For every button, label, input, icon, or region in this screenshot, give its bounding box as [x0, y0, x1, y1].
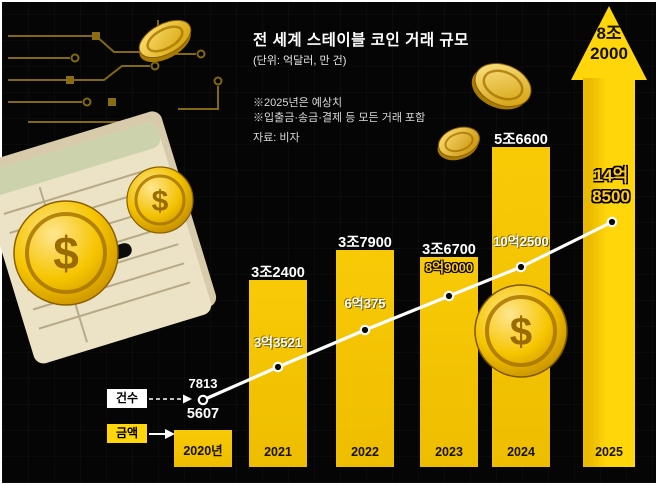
x-tick-2020: 2020년 — [183, 444, 223, 458]
amount-arrow-icon — [165, 429, 175, 439]
line-point-2025 — [606, 216, 618, 228]
count-value-2025: 14억 8500 — [592, 166, 630, 206]
count-value-2024: 10억2500 — [493, 234, 549, 249]
amount-value-2025: 8조 2000 — [590, 24, 628, 63]
dollar-glyph: $ — [510, 310, 532, 354]
x-tick-2023: 2023 — [435, 445, 463, 459]
line-point-2022 — [359, 324, 371, 336]
amount-value-2023: 3조6700 — [422, 242, 476, 258]
gold-dollar-coin-icon: $ — [126, 166, 194, 234]
count-value-2023: 8억9000 — [424, 260, 474, 275]
count-value-2020: 7813 — [188, 376, 218, 391]
unit-note: (단위: 억달러, 만 건) — [253, 55, 347, 67]
dollar-glyph: $ — [152, 185, 169, 218]
amount-value-2022: 3조7900 — [338, 235, 392, 251]
tilted-coin-icon — [471, 63, 532, 110]
amount-value-2020: 5607 — [186, 406, 220, 422]
bar-2025-arrowhead — [571, 6, 647, 80]
amount-value-2024: 5조6600 — [494, 132, 548, 148]
tilted-coin-icon — [437, 126, 480, 161]
count-value-2022: 6억375 — [344, 296, 386, 311]
line-point-2021 — [272, 361, 284, 373]
tilted-coin-icon — [138, 19, 192, 63]
legend-amount: 금액 — [107, 424, 147, 443]
line-point-2020 — [197, 394, 209, 406]
footnote-forecast: ※2025년은 예상치 — [253, 97, 343, 109]
legend-count: 건수 — [107, 389, 147, 408]
x-tick-2025: 2025 — [595, 445, 623, 459]
bar-2025: 2025 — [583, 78, 635, 467]
source-credit: 자료: 비자 — [253, 132, 300, 144]
x-tick-2021: 2021 — [264, 445, 292, 459]
bar-2020: 2020년 — [174, 430, 232, 467]
line-point-2024 — [515, 261, 527, 273]
count-value-2021: 3억3521 — [253, 335, 303, 350]
line-series — [202, 220, 613, 402]
count-arrow-icon — [183, 394, 192, 404]
chart-title: 전 세계 스테이블 코인 거래 규모 — [253, 32, 469, 49]
dollar-glyph: $ — [53, 227, 79, 279]
bar-2022: 2022 — [336, 250, 394, 467]
amount-value-2021: 3조2400 — [251, 265, 305, 281]
footnote-scope: ※입출금·송금·결제 등 모든 거래 포함 — [253, 112, 426, 124]
gold-dollar-coin-icon: $ — [474, 284, 568, 378]
x-tick-2022: 2022 — [351, 445, 379, 459]
bar-2021: 2021 — [249, 280, 307, 467]
line-point-2023 — [443, 290, 455, 302]
gold-dollar-coin-icon: $ — [13, 200, 119, 306]
x-tick-2024: 2024 — [507, 445, 535, 459]
